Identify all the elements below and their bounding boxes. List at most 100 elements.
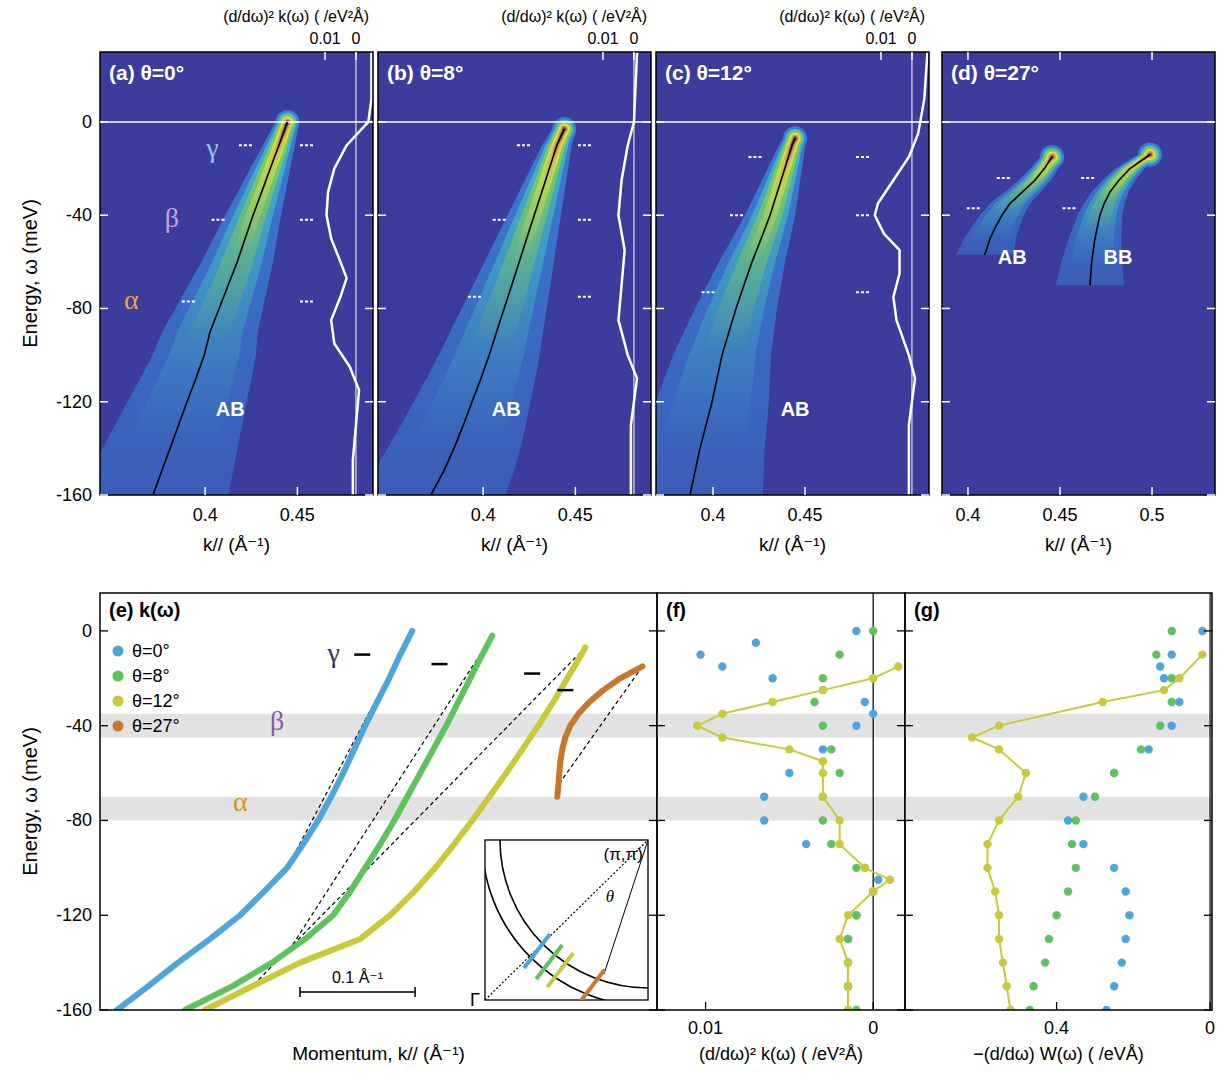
data-point (995, 721, 1003, 729)
data-point (995, 816, 1003, 824)
data-point (819, 686, 827, 694)
fermi-surface (500, 840, 648, 988)
axis-title: Energy, ω (meV) (19, 199, 41, 348)
tick (656, 308, 664, 310)
tick (100, 1009, 108, 1010)
tick (602, 52, 604, 60)
tick-label: 0 (908, 30, 917, 47)
panel-title: (e) k(ω) (109, 599, 180, 621)
tick (365, 214, 373, 216)
tick (873, 1002, 874, 1010)
data-point (835, 650, 843, 658)
data-point (861, 864, 869, 872)
intensity-glow (661, 138, 802, 495)
frame (100, 52, 373, 495)
data-point (819, 674, 827, 682)
data-point (844, 958, 852, 966)
tick (643, 121, 651, 123)
tick (880, 52, 882, 60)
data-point (819, 745, 827, 753)
inset-label: (π,π) (603, 845, 643, 864)
data-point (835, 816, 843, 824)
data-point (693, 721, 701, 729)
data-point (718, 662, 726, 670)
data-point (844, 935, 852, 943)
data-point (869, 887, 877, 895)
tick (656, 214, 664, 216)
scale-bar-end (414, 987, 416, 997)
intensity-glow (429, 129, 566, 495)
axis-title: (d/dω)² k(ω) ( /eV²Å) (501, 7, 647, 25)
dispersion-line (690, 138, 795, 495)
fermi-level (942, 121, 1215, 123)
data-point (968, 733, 976, 741)
intensity-glow (983, 157, 1055, 255)
tick-label: 0.4 (955, 505, 980, 525)
tick-label: 0.45 (558, 505, 593, 525)
energy-marker (856, 291, 871, 293)
data-point (819, 816, 827, 824)
data-point (1064, 816, 1072, 824)
dispersion-line (985, 157, 1053, 255)
plot-area (378, 52, 651, 495)
intensity-glow (1066, 155, 1159, 286)
tick (911, 52, 913, 60)
data-point (1110, 769, 1118, 777)
data-point (869, 887, 877, 895)
data-point (1121, 887, 1129, 895)
tick (204, 487, 206, 495)
data-point (995, 935, 1003, 943)
data-point (696, 650, 704, 658)
intensity-glow (140, 122, 293, 495)
tick (1151, 52, 1153, 60)
inset-label: θ (606, 887, 614, 906)
intensity-glow (100, 122, 299, 495)
data-point (1029, 982, 1037, 990)
data-point (1125, 911, 1133, 919)
tick (657, 915, 665, 916)
data-point (1160, 686, 1168, 694)
tick (378, 308, 386, 310)
intensity-glow (381, 129, 574, 495)
plot-area (657, 593, 905, 1010)
tick (921, 401, 929, 403)
panel-title: (a) θ=0° (109, 61, 184, 84)
energy-marker (468, 296, 482, 298)
second-derivative-curve (618, 52, 637, 495)
plot-area (942, 52, 1215, 495)
tick-label: 0.45 (1042, 505, 1077, 525)
data-point (768, 698, 776, 706)
annotation: γ (205, 132, 218, 163)
intensity-glow (1075, 155, 1158, 286)
tick (649, 915, 657, 916)
panel-title: (d) θ=27° (951, 61, 1039, 84)
data-point (835, 769, 843, 777)
tick (942, 401, 950, 403)
tick (1059, 52, 1061, 60)
dispersion-line (431, 129, 564, 495)
data-point (1041, 958, 1049, 966)
linear-reference (289, 636, 493, 951)
frame (657, 593, 905, 1010)
energy-marker (748, 156, 762, 158)
frame (100, 593, 657, 1010)
axis-title: k// (Å⁻¹) (759, 534, 826, 555)
data-point (869, 627, 877, 635)
energy-marker (239, 144, 253, 146)
data-point (983, 840, 991, 848)
data-point (1160, 674, 1168, 682)
data-point (827, 840, 835, 848)
tick (905, 630, 913, 631)
energy-marker (578, 219, 593, 221)
data-point (995, 911, 1003, 919)
data-point (1068, 840, 1076, 848)
tick (643, 494, 651, 496)
data-point (852, 864, 860, 872)
tick-label: -160 (56, 485, 92, 505)
tick-label: 0.4 (193, 505, 218, 525)
tick (633, 52, 635, 60)
intensity-glow (686, 138, 799, 495)
intensity-glow (956, 157, 1064, 255)
tick (705, 1002, 706, 1010)
panel-title: (b) θ=8° (387, 61, 463, 84)
